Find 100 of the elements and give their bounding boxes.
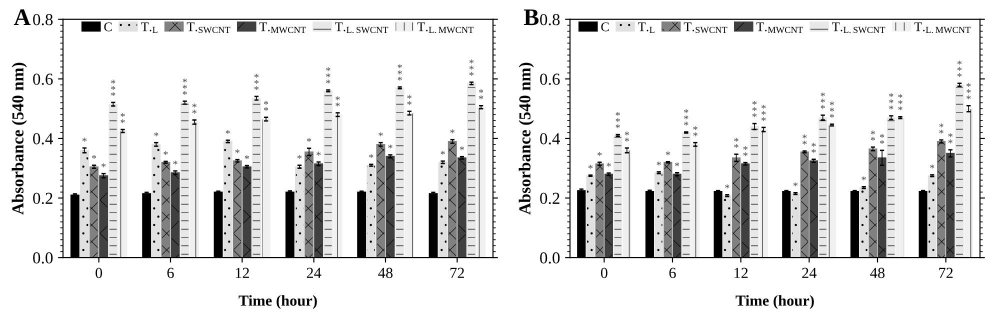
data-label: *: [369, 154, 374, 158]
data-label: *: [297, 155, 302, 159]
legend-label: T.$_{MWCNT}$: [259, 22, 306, 34]
data-label: ***: [111, 80, 116, 96]
bar: [448, 141, 457, 258]
data-label: *: [656, 162, 661, 166]
data-label: *: [440, 150, 445, 155]
data-label: **: [407, 94, 412, 105]
bar: [295, 166, 304, 258]
data-label: **: [192, 104, 196, 114]
bar: [386, 156, 395, 258]
bar: [741, 163, 750, 258]
bar: [654, 172, 664, 258]
data-label: **: [693, 126, 698, 136]
x-tick-label: 48: [870, 268, 885, 278]
bar: [595, 163, 604, 258]
data-label: ***: [957, 60, 962, 77]
data-label: *: [930, 164, 934, 168]
bar: [161, 162, 170, 258]
bar: [722, 195, 732, 258]
bar: [99, 175, 108, 258]
data-label: ***: [966, 83, 971, 100]
y-axis-title: Absorbance (540 nm): [12, 62, 27, 215]
data-label: **: [336, 96, 340, 106]
bar: [672, 174, 682, 258]
data-label: ***: [326, 67, 330, 84]
legend-label: T.$_{L.MWCNT}$: [914, 22, 971, 34]
data-label: *: [725, 184, 730, 188]
legend-label: T.$_{L.SWCNT}$: [832, 22, 886, 34]
data-label: ***: [254, 74, 259, 90]
bar: [366, 164, 376, 258]
data-label: **: [624, 132, 630, 142]
data-label: ***: [762, 104, 766, 122]
data-label: **: [478, 89, 484, 100]
bar: [232, 160, 242, 258]
bar: [457, 157, 466, 258]
data-label: *: [388, 144, 392, 148]
data-label: **: [264, 100, 268, 111]
bar: [664, 162, 672, 258]
data-label: *: [92, 155, 96, 159]
data-label: *: [666, 151, 670, 156]
legend-label: T.$_{L.SWCNT}$: [335, 22, 388, 34]
data-label: **: [812, 142, 816, 153]
x-tick-label: 0: [600, 268, 608, 278]
bar: [314, 163, 324, 258]
data-label: ***: [830, 102, 834, 118]
legend-label: T.$_{MWCNT}$: [756, 22, 803, 34]
data-label: ***: [752, 100, 757, 118]
data-label: **: [120, 113, 125, 124]
legend-label: C: [104, 22, 112, 32]
bar: [170, 172, 180, 258]
data-label: *: [793, 182, 798, 186]
data-label: ***: [616, 112, 620, 128]
bar: [732, 157, 741, 258]
data-label: *: [378, 132, 383, 136]
data-label: **: [939, 124, 944, 134]
data-label: **: [734, 138, 738, 148]
legend-label: T.$_{L}$: [141, 22, 158, 33]
data-label: **: [802, 134, 807, 145]
x-tick-label: 6: [669, 268, 676, 278]
bar: [304, 151, 314, 258]
data-label: *: [102, 163, 106, 168]
bar: [791, 193, 800, 258]
data-label: ***: [182, 78, 187, 95]
data-label: *: [450, 129, 454, 134]
data-label: *: [164, 151, 168, 155]
legend-label: T.$_{L}$: [638, 22, 654, 33]
bar: [878, 157, 886, 258]
bar: [946, 152, 955, 258]
data-label: *: [460, 146, 464, 150]
legend-label: C: [601, 22, 609, 32]
bar: [80, 150, 89, 258]
bar: [809, 160, 818, 258]
x-tick-label: 24: [306, 268, 322, 278]
data-label: ***: [898, 94, 902, 110]
data-label: **: [743, 146, 748, 156]
x-tick-label: 48: [378, 268, 393, 278]
x-tick-label: 72: [450, 268, 464, 278]
data-label: **: [948, 133, 952, 144]
x-axis-title: Time (hour): [736, 295, 814, 309]
x-tick-label: 0: [96, 268, 102, 278]
y-tick-label: 0.0: [540, 252, 560, 264]
bar: [242, 166, 252, 258]
data-label: *: [173, 160, 178, 165]
x-tick-label: 6: [167, 268, 174, 278]
chart-title: A: [14, 9, 31, 25]
data-label: ***: [889, 93, 894, 110]
data-label: *: [154, 132, 158, 136]
data-label: *: [306, 138, 312, 142]
data-label: *: [674, 162, 680, 166]
bar: [868, 148, 878, 258]
legend-label: T.$_{L.MWCNT}$: [417, 22, 474, 34]
y-tick-label: 0.6: [33, 74, 53, 85]
data-label: **: [880, 134, 884, 144]
x-tick-label: 12: [236, 268, 249, 278]
bar: [800, 151, 809, 258]
data-label: *: [244, 155, 250, 160]
data-label: *: [588, 164, 593, 169]
bar: [223, 141, 232, 258]
bar: [860, 187, 868, 258]
